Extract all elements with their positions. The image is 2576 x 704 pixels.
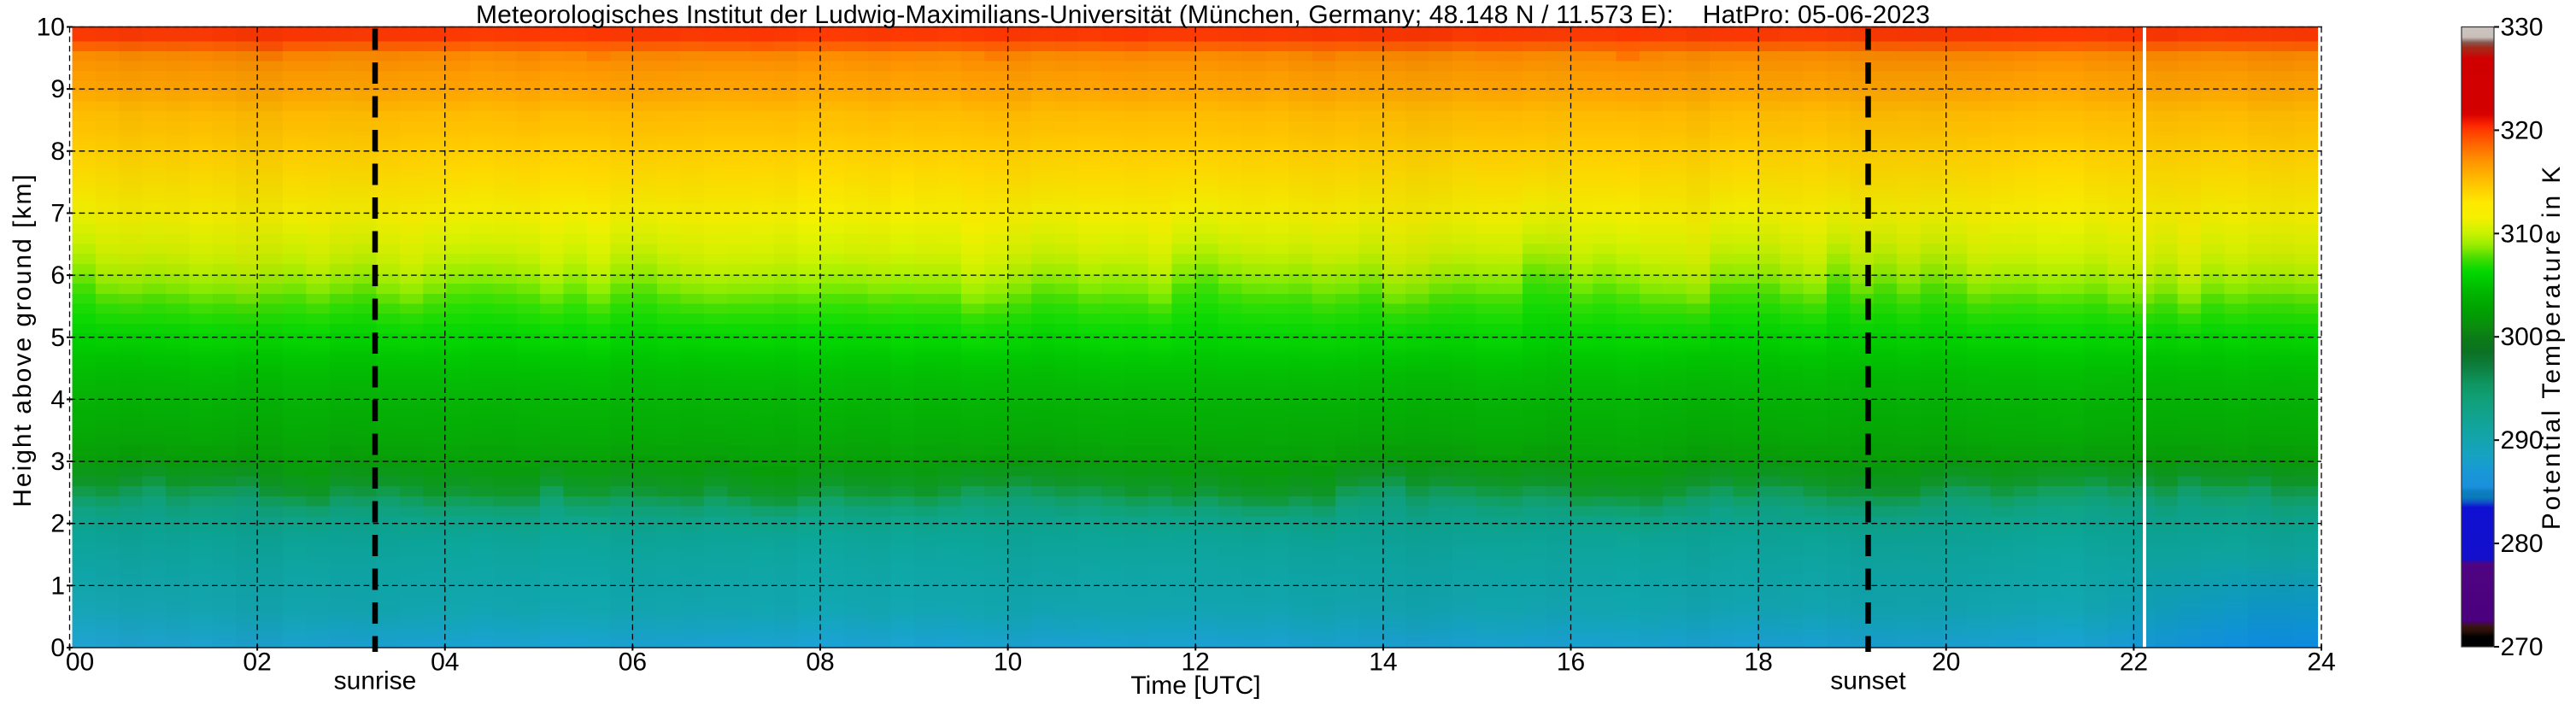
svg-text:2: 2 <box>50 510 65 538</box>
svg-text:310: 310 <box>2501 220 2544 248</box>
svg-text:4: 4 <box>50 385 65 414</box>
svg-text:sunset: sunset <box>1830 667 1906 695</box>
svg-text:5: 5 <box>50 324 65 352</box>
svg-text:280: 280 <box>2501 530 2544 558</box>
svg-text:22: 22 <box>2120 648 2148 677</box>
svg-text:3: 3 <box>50 448 65 476</box>
svg-text:7: 7 <box>50 199 65 227</box>
svg-text:12: 12 <box>1182 648 1210 677</box>
svg-text:10: 10 <box>994 648 1022 677</box>
svg-text:6: 6 <box>50 261 65 290</box>
svg-text:270: 270 <box>2501 633 2544 661</box>
svg-text:Height above ground [km]: Height above ground [km] <box>9 173 37 507</box>
svg-text:9: 9 <box>50 75 65 103</box>
svg-text:290: 290 <box>2501 426 2544 455</box>
svg-text:sunrise: sunrise <box>334 667 417 695</box>
svg-text:02: 02 <box>243 648 271 677</box>
svg-text:Time [UTC]: Time [UTC] <box>1130 672 1260 700</box>
svg-text:16: 16 <box>1557 648 1585 677</box>
svg-text:00: 00 <box>66 648 94 677</box>
svg-text:08: 08 <box>806 648 834 677</box>
svg-text:18: 18 <box>1744 648 1772 677</box>
svg-text:20: 20 <box>1932 648 1960 677</box>
svg-text:330: 330 <box>2501 14 2544 42</box>
svg-text:06: 06 <box>619 648 647 677</box>
svg-text:24: 24 <box>2307 648 2335 677</box>
svg-text:Meteorologisches Institut der: Meteorologisches Institut der Ludwig-Max… <box>476 1 1930 29</box>
svg-text:1: 1 <box>50 572 65 600</box>
svg-text:8: 8 <box>50 138 65 166</box>
svg-text:0: 0 <box>50 634 65 662</box>
svg-text:300: 300 <box>2501 323 2544 351</box>
svg-text:14: 14 <box>1369 648 1397 677</box>
svg-text:320: 320 <box>2501 116 2544 144</box>
svg-text:04: 04 <box>431 648 459 677</box>
svg-text:Potential Temperature in K: Potential Temperature in K <box>2538 164 2566 530</box>
svg-text:10: 10 <box>37 14 65 42</box>
